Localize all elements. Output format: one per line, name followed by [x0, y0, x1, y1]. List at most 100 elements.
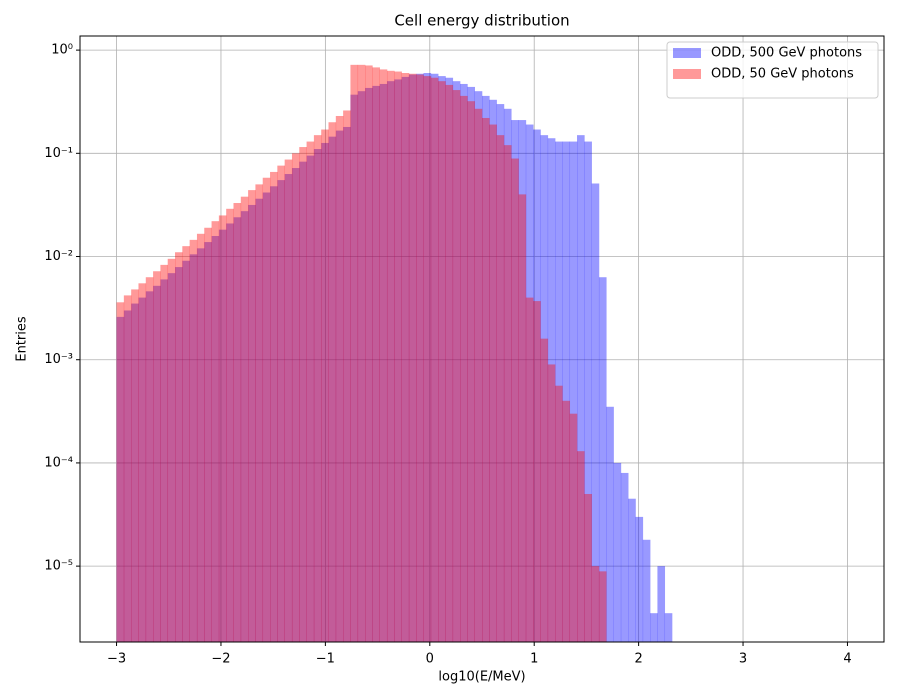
histogram-bar	[445, 84, 454, 642]
histogram-bar	[291, 168, 300, 643]
histogram-bar	[401, 73, 410, 642]
histogram-bar	[116, 302, 125, 642]
histogram-bar	[584, 141, 592, 643]
histogram-bar	[226, 208, 234, 642]
histogram-bar	[153, 285, 161, 642]
histogram-bar	[540, 135, 549, 643]
histogram-bar	[489, 124, 497, 643]
histogram-bar	[138, 297, 147, 642]
histogram-bar	[182, 246, 190, 642]
histogram-bar	[569, 141, 578, 643]
x-tick-label: −2	[211, 652, 230, 667]
histogram-bar	[189, 254, 198, 642]
histogram-bar	[211, 221, 220, 642]
x-tick-label: −3	[107, 652, 126, 667]
x-tick-label: 4	[843, 652, 851, 667]
histogram-bar	[562, 141, 571, 643]
histogram-bar	[160, 264, 169, 642]
histogram-bar	[650, 613, 658, 642]
histogram-bar	[598, 277, 607, 642]
histogram-bar	[270, 171, 278, 643]
histogram-bar	[189, 239, 198, 643]
histogram-bar	[277, 180, 285, 642]
histogram-bar	[175, 252, 183, 642]
histogram-bar	[372, 67, 380, 643]
histogram-bar	[584, 493, 592, 642]
histogram-bar	[211, 236, 220, 642]
y-tick-label: 10⁻⁵	[44, 559, 73, 574]
histogram-bar	[386, 70, 395, 643]
histogram-bar	[577, 451, 585, 642]
histogram-bar	[233, 203, 242, 642]
histogram-bar	[262, 192, 271, 642]
histogram-bar	[430, 73, 439, 643]
histogram-bar	[299, 161, 307, 642]
histogram-bar	[533, 129, 541, 642]
histogram-bar	[284, 174, 293, 642]
histogram-bar	[401, 76, 410, 642]
histogram-bar	[196, 248, 205, 642]
histogram-bar	[518, 194, 527, 642]
histogram-bar	[511, 120, 519, 642]
histogram-bar	[613, 462, 622, 642]
histogram-bar	[438, 81, 446, 643]
histogram-bar	[365, 87, 373, 642]
histogram-bar	[306, 155, 315, 642]
histogram-bar	[350, 64, 359, 642]
histogram-bar	[474, 108, 483, 643]
histogram-bar	[328, 122, 337, 642]
y-tick-label: 10⁻⁴	[44, 455, 73, 470]
histogram-bar	[606, 406, 614, 642]
histogram-bar	[343, 110, 351, 643]
histogram-bar	[240, 196, 249, 643]
histogram-bar	[248, 190, 256, 643]
histogram-bar	[145, 291, 154, 642]
x-tick-label: 1	[530, 652, 538, 667]
histogram-bar	[218, 215, 227, 642]
histogram-bar	[452, 90, 461, 642]
histogram-bar	[240, 211, 249, 643]
histogram-bar	[218, 229, 227, 643]
histogram-bar	[525, 297, 534, 642]
histogram-bar	[555, 385, 563, 642]
y-tick-label: 10⁰	[51, 43, 73, 58]
legend-box	[666, 41, 879, 99]
legend-label: ODD, 500 GeV photons	[711, 46, 862, 61]
y-tick-label: 10⁻²	[44, 249, 73, 264]
histogram-bar	[357, 91, 366, 642]
histogram-bar	[394, 71, 402, 642]
histogram-bar	[306, 141, 315, 643]
histogram-bar	[657, 566, 666, 642]
x-tick-label: 3	[739, 652, 747, 667]
histogram-bar	[540, 338, 549, 642]
x-tick-label: −1	[316, 652, 335, 667]
x-axis-label: log10(E/MeV)	[438, 670, 525, 685]
histogram-bar	[496, 135, 505, 643]
histogram-bar	[138, 283, 147, 642]
histogram-bar	[577, 135, 585, 643]
histogram-bar	[438, 76, 446, 643]
chart-title: Cell energy distribution	[394, 12, 569, 30]
histogram-bar	[430, 77, 439, 642]
histogram-bar	[262, 177, 271, 642]
histogram-bar	[511, 158, 519, 642]
histogram-bar	[555, 141, 563, 643]
x-tick-label: 0	[426, 652, 434, 667]
histogram-bar	[357, 64, 366, 642]
histogram-bar	[321, 129, 329, 642]
histogram-bar	[547, 138, 556, 642]
histogram-bar	[620, 472, 629, 642]
legend-swatch	[673, 48, 701, 58]
histogram-bar	[343, 126, 351, 643]
y-tick-label: 10⁻³	[44, 352, 73, 367]
histogram-bar	[503, 108, 512, 643]
histogram-bar	[153, 271, 161, 642]
legend-label: ODD, 50 GeV photons	[711, 67, 854, 82]
histogram-bar	[664, 613, 673, 642]
histogram-bar	[313, 135, 322, 643]
histogram-bar	[196, 233, 205, 642]
histogram-bar	[204, 227, 212, 642]
